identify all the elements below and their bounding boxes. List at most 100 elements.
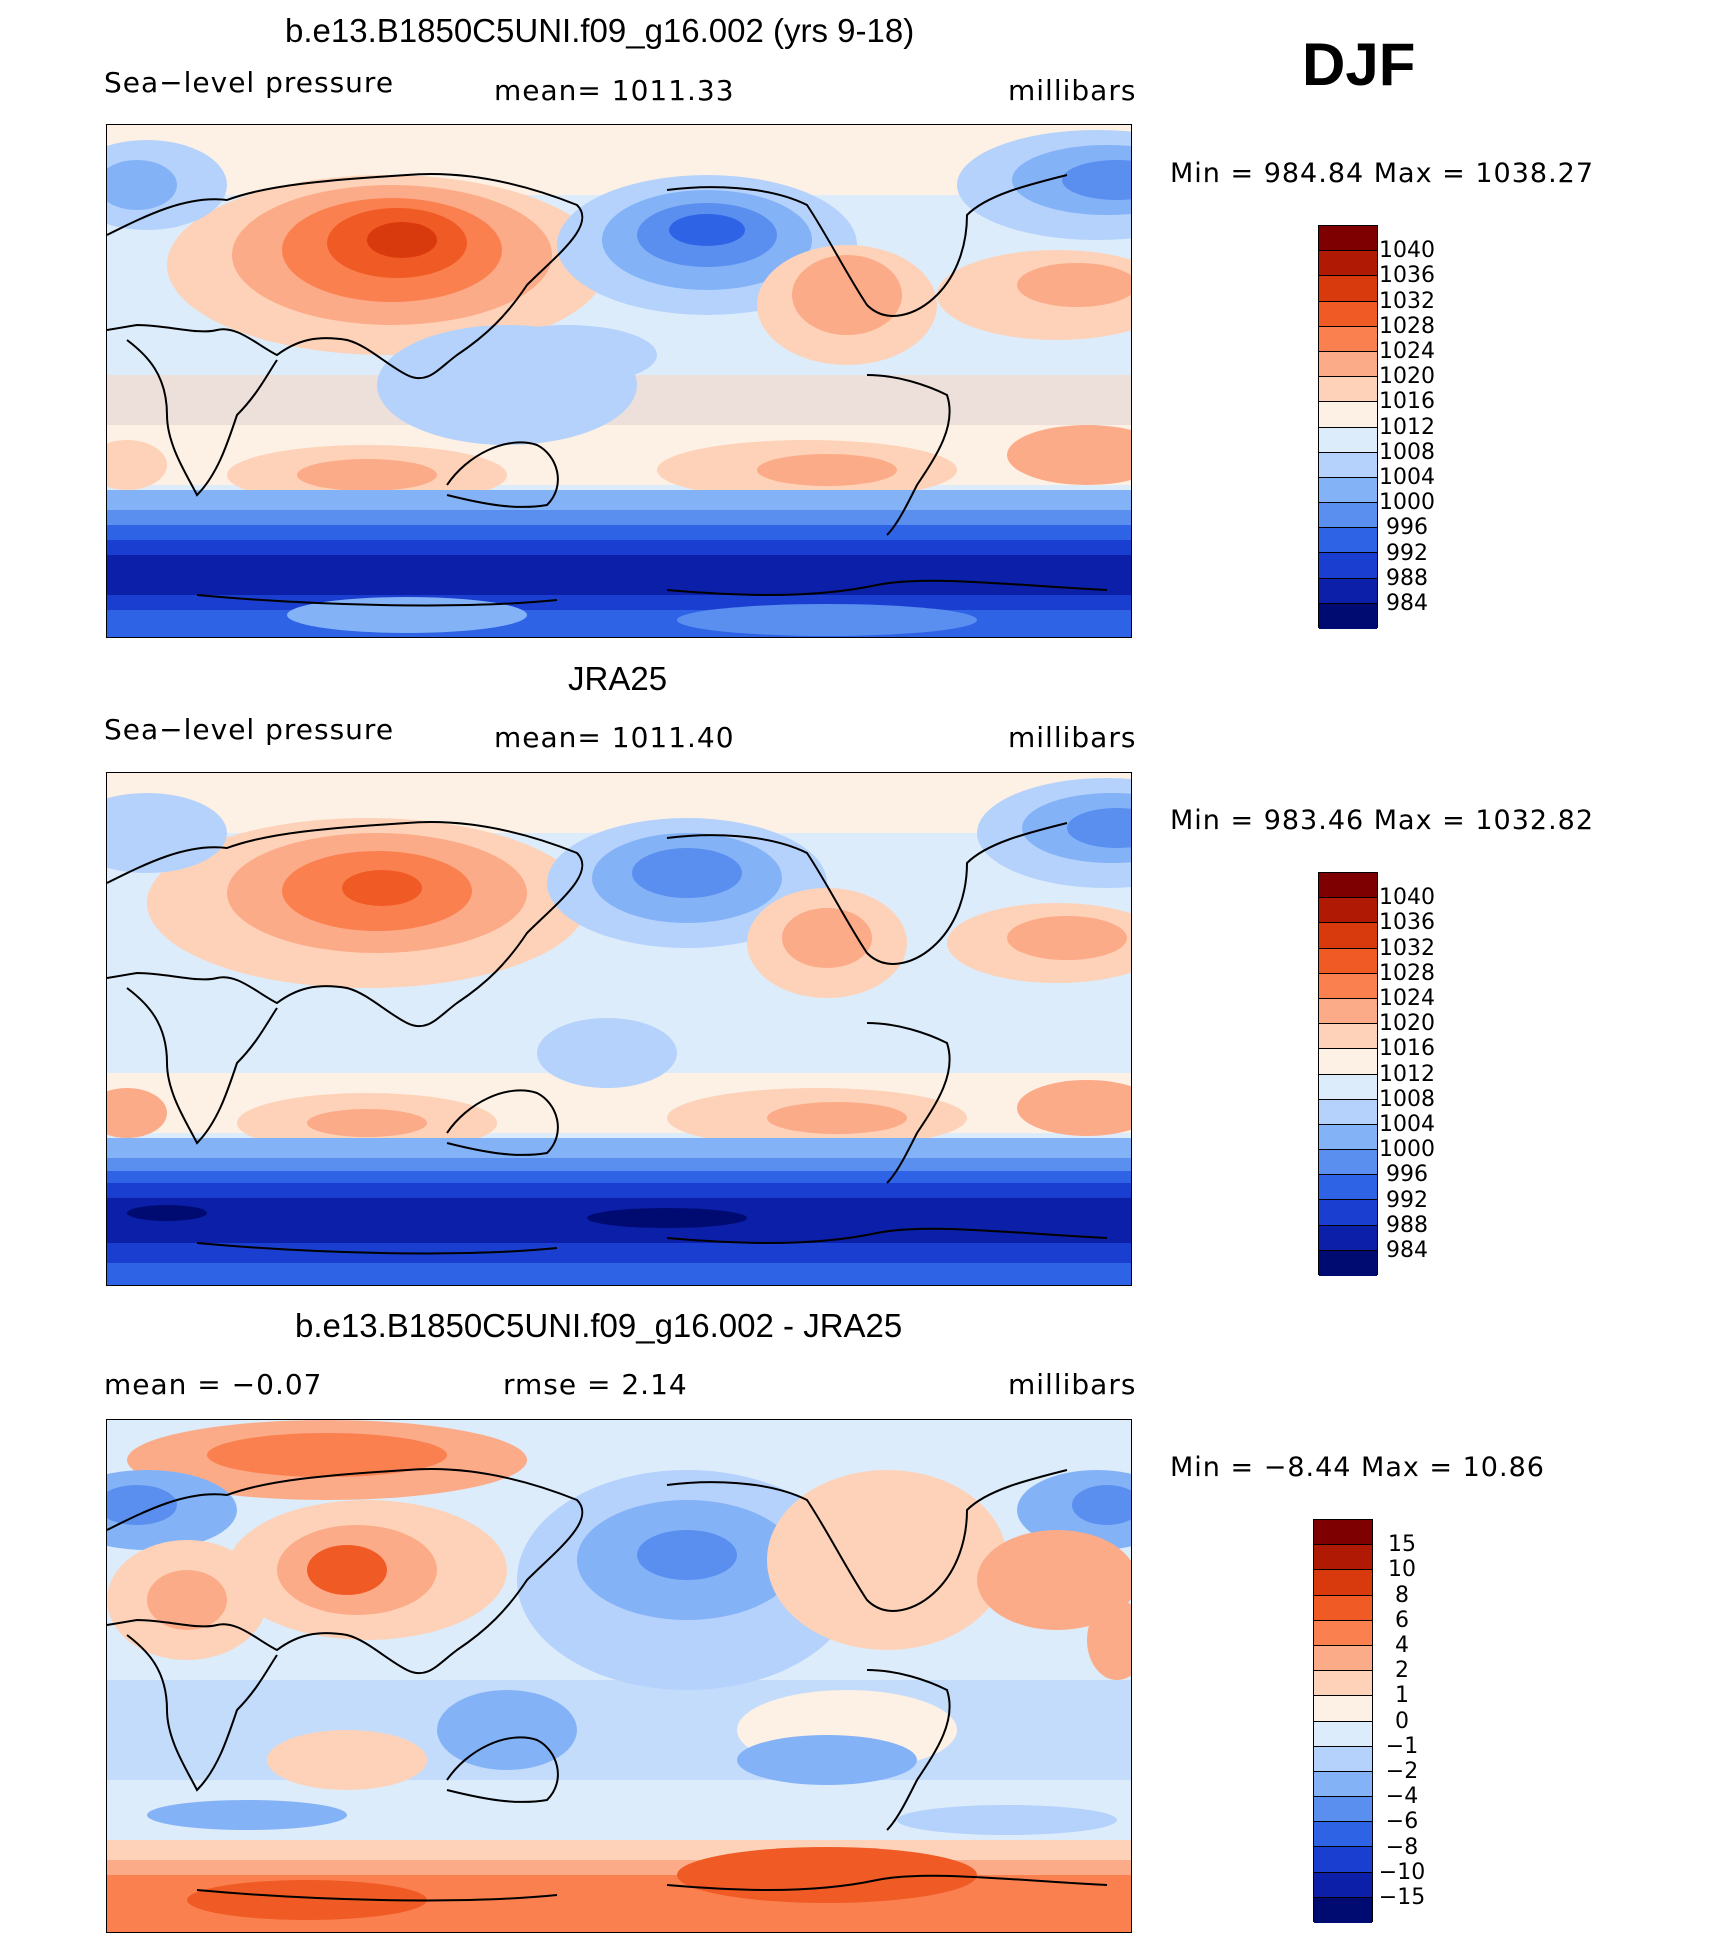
panel2-mean: mean= 1011.40 [494, 721, 735, 754]
colorbar-tick-label: 1020 [1379, 1011, 1435, 1037]
colorbar-swatch [1319, 948, 1377, 974]
colorbar-swatch [1319, 1099, 1377, 1125]
colorbar-tick-label: 1004 [1379, 465, 1435, 490]
colorbar-swatch [1319, 1250, 1377, 1276]
colorbar-tick-label: 1032 [1379, 288, 1435, 314]
colorbar-tick-label: 996 [1386, 1162, 1428, 1188]
colorbar-tick-label: 988 [1386, 1212, 1428, 1238]
panel1-mean: mean= 1011.33 [494, 74, 735, 107]
colorbar-swatch [1314, 1696, 1372, 1722]
colorbar-tick-label: 1012 [1379, 1061, 1435, 1087]
colorbar-swatch [1319, 427, 1377, 453]
colorbar-tick-label: 1020 [1379, 364, 1435, 390]
colorbar-swatch [1319, 578, 1377, 604]
colorbar-tick-label: 15 [1388, 1532, 1416, 1558]
colorbar-swatch [1314, 1771, 1372, 1798]
panel3-title: b.e13.B1850C5UNI.f09_g16.002 - JRA25 [295, 1307, 903, 1344]
panel3-minmax: Min = −8.44 Max = 10.86 [1170, 1452, 1545, 1483]
colorbar-swatch [1319, 1150, 1377, 1176]
colorbar-swatch [1319, 1200, 1377, 1226]
colorbar-tick-label: 1000 [1379, 1137, 1435, 1163]
colorbar-swatch [1314, 1872, 1372, 1898]
colorbar-tick-label: −6 [1385, 1809, 1419, 1835]
colorbar-swatch [1314, 1671, 1372, 1697]
panel2-map [106, 772, 1132, 1286]
colorbar-swatch [1319, 452, 1377, 478]
colorbar-swatch [1319, 998, 1377, 1025]
colorbar-tick-label: 8 [1395, 1582, 1409, 1608]
colorbar-swatch [1319, 553, 1377, 579]
colorbar-tick-label: −2 [1385, 1759, 1419, 1784]
colorbar-tick-label: 1 [1395, 1683, 1409, 1709]
colorbar-swatch [1314, 1620, 1372, 1646]
colorbar-tick-label: −15 [1378, 1885, 1426, 1910]
colorbar-swatch [1319, 1175, 1377, 1201]
colorbar-tick-label: 996 [1386, 515, 1428, 541]
colorbar-swatch [1319, 1225, 1377, 1251]
panel2-field [107, 773, 1131, 1285]
panel1-map [106, 124, 1132, 638]
panel1-colorbar-swatches [1318, 225, 1378, 629]
colorbar-swatch [1314, 1897, 1372, 1923]
colorbar-tick-label: 1028 [1379, 960, 1435, 986]
colorbar-swatch [1319, 301, 1377, 327]
colorbar-tick-label: 1036 [1379, 263, 1435, 289]
colorbar-tick-label: 992 [1386, 540, 1428, 566]
panel3-mean: mean = −0.07 [104, 1368, 323, 1401]
colorbar-tick-label: 984 [1386, 591, 1428, 616]
panel3-rmse: rmse = 2.14 [503, 1368, 688, 1401]
colorbar-swatch [1319, 923, 1377, 949]
colorbar-tick-label: −8 [1385, 1834, 1419, 1860]
colorbar-swatch [1314, 1822, 1372, 1848]
colorbar-swatch [1319, 873, 1377, 899]
panel3-units: millibars [1008, 1368, 1137, 1401]
colorbar-swatch [1314, 1645, 1372, 1672]
panel1-field [107, 125, 1131, 637]
colorbar-swatch [1319, 351, 1377, 378]
colorbar-swatch [1319, 477, 1377, 504]
colorbar-tick-label: 1008 [1379, 439, 1435, 465]
panel2-colorbar-swatches [1318, 872, 1378, 1276]
colorbar-swatch [1319, 1024, 1377, 1050]
colorbar-swatch [1319, 1124, 1377, 1151]
colorbar-swatch [1314, 1545, 1372, 1571]
colorbar-swatch [1314, 1570, 1372, 1596]
colorbar-tick-label: 6 [1395, 1607, 1409, 1633]
panel1-variable: Sea−level pressure [104, 66, 395, 99]
colorbar-tick-label: 988 [1386, 565, 1428, 591]
colorbar-swatch [1314, 1721, 1372, 1747]
colorbar-tick-label: −10 [1378, 1859, 1426, 1885]
colorbar-swatch [1319, 402, 1377, 428]
colorbar-tick-label: 1024 [1379, 339, 1435, 364]
colorbar-swatch [1319, 898, 1377, 924]
colorbar-swatch [1319, 226, 1377, 252]
panel2-title: JRA25 [568, 660, 668, 697]
colorbar-tick-label: 1008 [1379, 1086, 1435, 1112]
colorbar-tick-label: 1028 [1379, 313, 1435, 339]
colorbar-tick-label: 4 [1395, 1633, 1409, 1658]
colorbar-swatch [1319, 326, 1377, 352]
colorbar-swatch [1314, 1595, 1372, 1621]
colorbar-swatch [1319, 503, 1377, 529]
colorbar-tick-label: 992 [1386, 1187, 1428, 1213]
colorbar-swatch [1314, 1797, 1372, 1823]
colorbar-tick-label: 1036 [1379, 910, 1435, 936]
colorbar-tick-label: 984 [1386, 1238, 1428, 1263]
panel2-minmax: Min = 983.46 Max = 1032.82 [1170, 805, 1595, 836]
panel2-variable: Sea−level pressure [104, 713, 395, 746]
panel3-map [106, 1419, 1132, 1933]
colorbar-swatch [1319, 603, 1377, 629]
panel3-colorbar-swatches [1313, 1519, 1373, 1923]
colorbar-tick-label: 1040 [1379, 885, 1435, 911]
colorbar-swatch [1319, 1049, 1377, 1075]
colorbar-tick-label: 1040 [1379, 238, 1435, 264]
colorbar-tick-label: 1004 [1379, 1112, 1435, 1137]
colorbar-swatch [1314, 1520, 1372, 1546]
colorbar-tick-label: 1024 [1379, 986, 1435, 1011]
colorbar-tick-label: 10 [1388, 1557, 1416, 1583]
colorbar-swatch [1314, 1847, 1372, 1873]
colorbar-swatch [1314, 1746, 1372, 1772]
colorbar-swatch [1319, 1074, 1377, 1100]
colorbar-tick-label: −1 [1385, 1733, 1419, 1759]
colorbar-tick-label: 1016 [1379, 1036, 1435, 1062]
